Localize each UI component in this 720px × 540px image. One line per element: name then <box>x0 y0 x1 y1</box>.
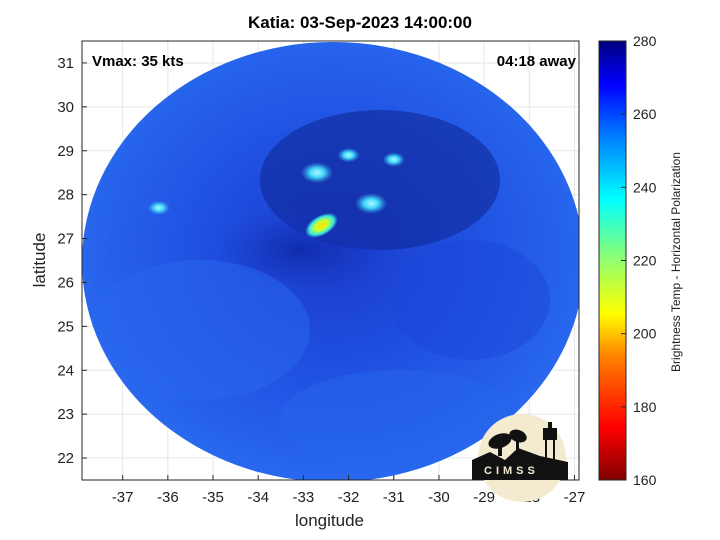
cloud-feature <box>300 162 333 184</box>
vmax-label: Vmax: 35 kts <box>92 53 184 70</box>
colorbar-ticks: 160 180 200 220 240 260 280 <box>621 33 657 488</box>
x-tick-label: -35 <box>202 489 224 506</box>
cloud-feature <box>147 200 170 215</box>
y-tick-label: 22 <box>57 450 74 467</box>
colorbar-tick-label: 280 <box>633 33 657 49</box>
x-axis-label: longitude <box>295 511 365 530</box>
x-tick-label: -34 <box>247 489 269 506</box>
y-tick-label: 30 <box>57 99 74 116</box>
x-tick-label: -33 <box>293 489 315 506</box>
cimss-logo-text: CIMSS <box>484 465 539 477</box>
y-tick-label: 28 <box>57 187 74 204</box>
cloud-feature <box>382 152 405 167</box>
cold-cloud-features <box>147 147 405 238</box>
x-tick-label: -37 <box>112 489 134 506</box>
cloud-feature <box>337 147 360 163</box>
y-axis-ticks: 22 23 24 25 26 27 28 29 30 31 <box>57 55 87 467</box>
x-tick-label: -32 <box>338 489 360 506</box>
cold-core-feature <box>305 212 338 238</box>
colorbar-tick-label: 260 <box>633 106 657 122</box>
x-tick-label: -27 <box>564 489 586 506</box>
y-tick-label: 26 <box>57 274 74 291</box>
x-tick-label: -30 <box>428 489 450 506</box>
colorbar-tick-label: 200 <box>633 326 657 342</box>
colorbar-tick-label: 160 <box>633 472 657 488</box>
y-tick-label: 27 <box>57 231 74 248</box>
y-tick-label: 24 <box>57 362 74 379</box>
x-tick-label: -36 <box>157 489 179 506</box>
y-tick-label: 23 <box>57 406 74 423</box>
y-tick-label: 25 <box>57 318 74 335</box>
y-axis-label: latitude <box>30 232 49 288</box>
colorbar-label: Brightness Temp - Horizontal Polarizatio… <box>669 152 683 372</box>
x-axis-ticks: -37-36-35-34-33-32-31-30-29-28-27 <box>112 475 586 506</box>
cloud-feature <box>355 193 388 214</box>
x-tick-label: -31 <box>383 489 405 506</box>
y-tick-label: 31 <box>57 55 74 72</box>
y-tick-label: 29 <box>57 143 74 160</box>
colorbar-tick-label: 180 <box>633 399 657 415</box>
colorbar-tick-label: 220 <box>633 253 657 269</box>
time-away-label: 04:18 away <box>496 53 576 70</box>
cimss-logo <box>472 414 568 502</box>
page-title: Katia: 03-Sep-2023 14:00:00 <box>248 13 472 32</box>
x-tick-label: -29 <box>473 489 495 506</box>
colorbar-tick-label: 240 <box>633 179 657 195</box>
